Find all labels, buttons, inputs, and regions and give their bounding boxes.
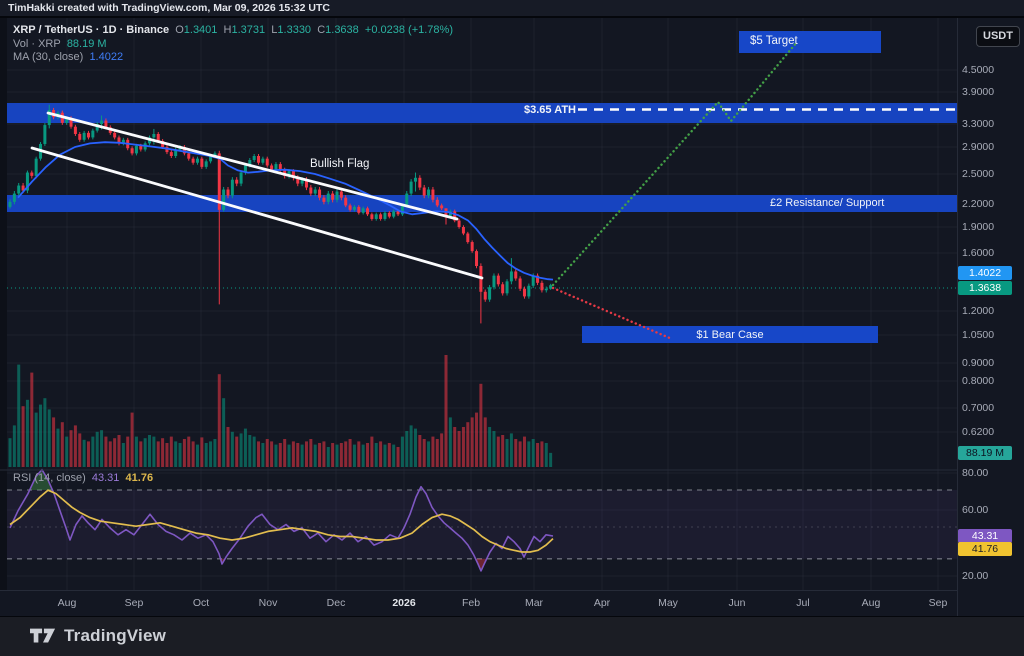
price-tick-label: 1.6000 xyxy=(962,247,995,259)
time-tick-label: Nov xyxy=(258,597,278,609)
price-tick-label: 0.7000 xyxy=(962,402,995,414)
symbol-legend[interactable]: XRP / TetherUS · 1D · Binance O1.3401 H1… xyxy=(13,24,453,36)
time-tick-label: Feb xyxy=(461,597,481,609)
time-tick-label: Jun xyxy=(728,597,746,609)
low-value: 1.3330 xyxy=(277,24,312,36)
price-tick-label: 3.9000 xyxy=(962,86,995,98)
time-tick-label: Mar xyxy=(524,597,544,609)
price-badge: 43.31 xyxy=(958,529,1012,543)
price-tick-label: 20.00 xyxy=(962,570,989,582)
price-tick-label: 60.00 xyxy=(962,504,989,516)
ma-value: 1.4022 xyxy=(89,51,124,63)
price-tick-label: 1.2000 xyxy=(962,305,995,317)
price-tick-label: 1.0500 xyxy=(962,329,995,341)
rsi-legend[interactable]: RSI (14, close) 43.31 41.76 xyxy=(13,472,153,484)
price-tick-label: 0.8000 xyxy=(962,375,995,387)
tradingview-logo-icon xyxy=(30,628,56,643)
price-tick-label: 0.6200 xyxy=(962,426,995,438)
close-label: C xyxy=(317,24,326,36)
time-tick-label: Aug xyxy=(861,597,881,609)
price-tick-label: 2.9000 xyxy=(962,141,995,153)
open-label: O xyxy=(175,24,184,36)
open-value: 1.3401 xyxy=(183,24,218,36)
price-badge: 1.3638 xyxy=(958,281,1012,295)
price-axis[interactable] xyxy=(957,17,1024,616)
price-tick-label: 80.00 xyxy=(962,467,989,479)
price-tick-label: 0.9000 xyxy=(962,357,995,369)
bullish-flag-label[interactable]: Bullish Flag xyxy=(310,158,370,170)
volume-value: 88.19 M xyxy=(66,38,107,50)
symbol-title[interactable]: XRP / TetherUS · 1D · Binance xyxy=(13,24,170,36)
rsi-label: RSI (14, close) xyxy=(13,472,86,484)
target-label[interactable]: $5 Target xyxy=(750,35,798,47)
ma-legend[interactable]: MA (30, close) 1.4022 xyxy=(13,51,123,63)
time-tick-label: Sep xyxy=(928,597,948,609)
currency-unit-button[interactable]: USDT xyxy=(976,26,1020,47)
high-value: 1.3731 xyxy=(231,24,266,36)
price-badge: 1.4022 xyxy=(958,266,1012,280)
time-tick-label: Aug xyxy=(57,597,77,609)
price-badge: 41.76 xyxy=(958,542,1012,556)
ath-label[interactable]: $3.65 ATH xyxy=(524,104,576,116)
high-label: H xyxy=(223,24,232,36)
price-tick-label: 4.5000 xyxy=(962,64,995,76)
time-tick-label: May xyxy=(658,597,678,609)
price-tick-label: 2.5000 xyxy=(962,168,995,180)
tradingview-logo-text: TradingView xyxy=(64,626,167,645)
bear-case-label[interactable]: $1 Bear Case xyxy=(696,329,764,341)
left-margin-strip xyxy=(0,17,7,616)
time-tick-label: Apr xyxy=(593,597,611,609)
volume-label: Vol · XRP xyxy=(13,38,61,50)
time-tick-label: Jul xyxy=(796,597,810,609)
price-tick-label: 2.2000 xyxy=(962,198,995,210)
change-value: +0.0238 (+1.78%) xyxy=(364,24,453,36)
attribution-text: TimHakki created with TradingView.com, M… xyxy=(8,2,330,14)
rsi-ma-value: 41.76 xyxy=(125,472,154,484)
time-tick-label: Dec xyxy=(326,597,346,609)
footer-bar xyxy=(0,616,1024,656)
ma-label: MA (30, close) xyxy=(13,51,84,63)
rsi-value: 43.31 xyxy=(91,472,120,484)
price-badge: 88.19 M xyxy=(958,446,1012,460)
time-tick-label: Oct xyxy=(192,597,210,609)
price-tick-label: 3.3000 xyxy=(962,118,995,130)
attribution-bar: TimHakki created with TradingView.com, M… xyxy=(0,0,1024,17)
tradingview-logo[interactable]: TradingView xyxy=(30,626,166,646)
time-axis[interactable] xyxy=(0,590,957,617)
low-label: L xyxy=(271,24,278,36)
close-value: 1.3638 xyxy=(325,24,359,36)
volume-legend[interactable]: Vol · XRP 88.19 M xyxy=(13,38,107,50)
price-tick-label: 1.9000 xyxy=(962,221,995,233)
resistance-label[interactable]: £2 Resistance/ Support xyxy=(770,197,885,209)
time-tick-label: Sep xyxy=(124,597,144,609)
time-tick-label: 2026 xyxy=(392,597,416,609)
